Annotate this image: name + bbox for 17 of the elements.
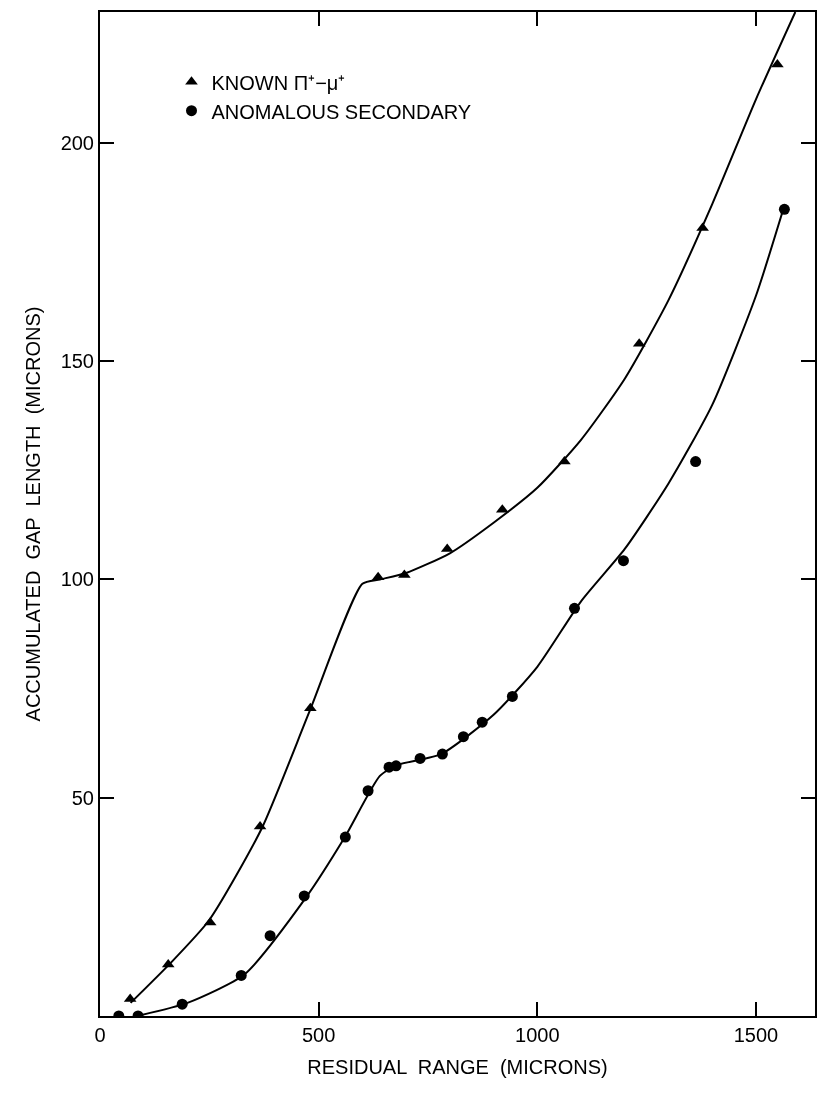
y-tick-label: 50 [71, 786, 94, 809]
point [778, 203, 790, 215]
x-tick-label: 1000 [515, 1024, 560, 1046]
point [690, 456, 702, 468]
x-tick-label: 1500 [733, 1024, 779, 1046]
point [771, 58, 784, 68]
y-tick-label: 100 [60, 568, 94, 591]
x-tick-label: 0 [94, 1024, 106, 1046]
point [264, 930, 276, 942]
legend-label: ANOMALOUS SECONDARY [211, 100, 472, 123]
point [617, 555, 629, 567]
x-axis-title: RESIDUAL RANGE (MICRONS) [307, 1056, 608, 1078]
legend-label: KNOWN Π⁺−μ⁺ [211, 71, 346, 94]
y-tick-label: 150 [60, 350, 94, 373]
x-tick-label: 500 [301, 1024, 336, 1046]
y-tick-label: 200 [60, 131, 94, 154]
y-axis-title: ACCUMULATED GAP LENGTH (MICRONS) [21, 306, 44, 722]
